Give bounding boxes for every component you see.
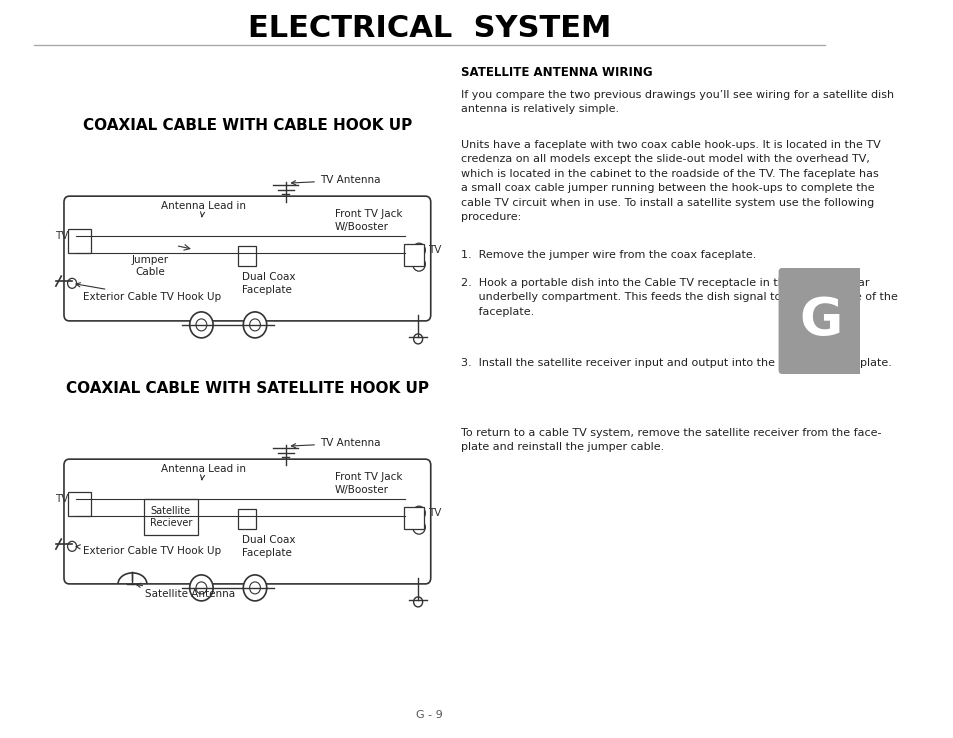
Text: Antenna Lead in: Antenna Lead in bbox=[161, 464, 246, 480]
Text: Front TV Jack
W/Booster: Front TV Jack W/Booster bbox=[335, 209, 402, 232]
Text: Satellite Antenna: Satellite Antenna bbox=[136, 583, 235, 599]
Text: Front TV Jack
W/Booster: Front TV Jack W/Booster bbox=[335, 472, 402, 495]
Circle shape bbox=[250, 582, 260, 594]
Text: TV: TV bbox=[54, 231, 68, 241]
FancyBboxPatch shape bbox=[144, 499, 197, 535]
Circle shape bbox=[413, 520, 425, 534]
FancyBboxPatch shape bbox=[778, 268, 862, 374]
Text: G: G bbox=[799, 295, 841, 347]
Circle shape bbox=[413, 257, 425, 271]
Circle shape bbox=[68, 542, 76, 551]
Text: 1.  Remove the jumper wire from the coax faceplate.: 1. Remove the jumper wire from the coax … bbox=[461, 250, 756, 260]
FancyBboxPatch shape bbox=[64, 196, 431, 321]
Text: Exterior Cable TV Hook Up: Exterior Cable TV Hook Up bbox=[76, 283, 221, 303]
Circle shape bbox=[414, 597, 422, 607]
Text: TV Antenna: TV Antenna bbox=[292, 175, 380, 185]
Circle shape bbox=[243, 312, 267, 338]
Text: SATELLITE ANTENNA WIRING: SATELLITE ANTENNA WIRING bbox=[461, 66, 652, 79]
Circle shape bbox=[195, 582, 207, 594]
Circle shape bbox=[414, 334, 422, 344]
Text: COAXIAL CABLE WITH CABLE HOOK UP: COAXIAL CABLE WITH CABLE HOOK UP bbox=[83, 118, 412, 133]
FancyBboxPatch shape bbox=[403, 244, 423, 266]
FancyBboxPatch shape bbox=[238, 246, 256, 266]
Text: Dual Coax
Faceplate: Dual Coax Faceplate bbox=[242, 272, 295, 294]
Circle shape bbox=[413, 243, 425, 257]
Text: Jumper
Cable: Jumper Cable bbox=[132, 255, 169, 277]
Text: COAXIAL CABLE WITH SATELLITE HOOK UP: COAXIAL CABLE WITH SATELLITE HOOK UP bbox=[66, 381, 429, 396]
Circle shape bbox=[250, 319, 260, 331]
FancyBboxPatch shape bbox=[238, 509, 256, 529]
Text: TV: TV bbox=[428, 508, 441, 517]
Text: Dual Coax
Faceplate: Dual Coax Faceplate bbox=[242, 535, 295, 558]
Text: 3.  Install the satellite receiver input and output into the dual coax faceplate: 3. Install the satellite receiver input … bbox=[461, 358, 891, 368]
Text: TV Antenna: TV Antenna bbox=[292, 438, 380, 448]
FancyBboxPatch shape bbox=[68, 492, 91, 516]
Circle shape bbox=[243, 575, 267, 601]
FancyBboxPatch shape bbox=[403, 507, 423, 529]
Text: G - 9: G - 9 bbox=[416, 710, 443, 720]
Circle shape bbox=[190, 575, 213, 601]
Circle shape bbox=[195, 319, 207, 331]
Circle shape bbox=[190, 312, 213, 338]
Text: TV: TV bbox=[428, 244, 441, 255]
Text: Satellite
Reciever: Satellite Reciever bbox=[150, 506, 192, 528]
FancyBboxPatch shape bbox=[64, 459, 431, 584]
Text: 2.  Hook a portable dish into the Cable TV receptacle in the roadside rear
     : 2. Hook a portable dish into the Cable T… bbox=[461, 278, 898, 317]
Circle shape bbox=[68, 278, 76, 289]
Text: To return to a cable TV system, remove the satellite receiver from the face-
pla: To return to a cable TV system, remove t… bbox=[461, 428, 881, 452]
Text: If you compare the two previous drawings you’ll see wiring for a satellite dish
: If you compare the two previous drawings… bbox=[461, 90, 894, 114]
Text: Units have a faceplate with two coax cable hook-ups. It is located in the TV
cre: Units have a faceplate with two coax cab… bbox=[461, 140, 881, 222]
Text: TV: TV bbox=[54, 494, 68, 504]
Text: ELECTRICAL  SYSTEM: ELECTRICAL SYSTEM bbox=[248, 13, 611, 43]
Text: Exterior Cable TV Hook Up: Exterior Cable TV Hook Up bbox=[76, 545, 221, 556]
FancyBboxPatch shape bbox=[68, 229, 91, 252]
Circle shape bbox=[413, 506, 425, 520]
Text: Antenna Lead in: Antenna Lead in bbox=[161, 201, 246, 217]
